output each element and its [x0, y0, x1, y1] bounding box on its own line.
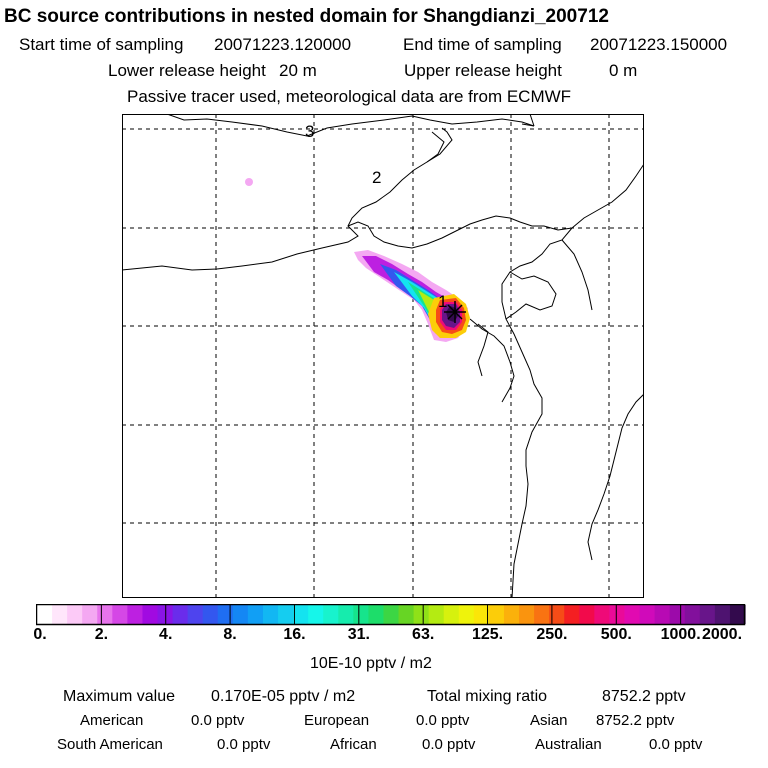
colorbar-tick-label: 1000.: [660, 626, 701, 643]
map-background: [122, 114, 644, 598]
australian-label: Australian: [535, 736, 602, 753]
colorbar-cell: [639, 605, 656, 624]
colorbar-cell: [262, 605, 279, 624]
colorbar-cell: [413, 605, 430, 624]
colorbar-cell: [654, 605, 671, 624]
coastlines-borders: [122, 114, 644, 598]
colorbar-cell: [729, 605, 746, 624]
colorbar-cell: [443, 605, 460, 624]
upper-height-label: Upper release height: [404, 61, 562, 80]
african-label: African: [330, 736, 377, 753]
colorbar-tick-label: 2000.: [701, 626, 743, 643]
tracer-plume: [245, 178, 470, 342]
total-mixing-value: 8752.2 pptv: [602, 688, 686, 705]
colorbar-cell: [232, 605, 249, 624]
colorbar-cell: [187, 605, 204, 624]
colorbar-cell: [37, 605, 53, 624]
australian-value: 0.0 pptv: [649, 736, 703, 753]
colorbar-cell: [714, 605, 731, 624]
colorbar-tick-label: 0.: [33, 626, 47, 643]
colorbar-tick-label: 250.: [536, 626, 568, 643]
colorbar-cell: [82, 605, 98, 624]
colorbar-cell: [127, 605, 144, 624]
colorbar-cell: [383, 605, 400, 624]
colorbar-cell: [247, 605, 264, 624]
colorbar-units: 10E-10 pptv / m2: [310, 655, 432, 672]
colorbar-tick-label: 4.: [159, 626, 173, 643]
colorbar-cell: [112, 605, 128, 624]
colorbar-frame: [36, 604, 746, 626]
colorbar-tick-label: 63.: [412, 626, 435, 643]
colorbar-cell: [142, 605, 159, 624]
start-time-value: 20071223.120000: [214, 35, 352, 54]
colorbar-cell: [564, 605, 580, 624]
colorbar-cell: [293, 605, 309, 624]
colorbar-tick-label: 16.: [283, 626, 306, 643]
colorbar-cell: [549, 605, 565, 624]
colorbar-cell: [609, 605, 626, 624]
european-value: 0.0 pptv: [416, 712, 470, 729]
max-value-label: Maximum value: [63, 688, 176, 705]
map-frame: [122, 114, 644, 598]
colorbar-tick-label: 125.: [471, 626, 504, 643]
total-mixing-label: Total mixing ratio: [427, 688, 548, 705]
max-value: 0.170E-05 pptv / m2: [211, 688, 356, 705]
colorbar-cell: [473, 605, 490, 624]
colorbar-cell: [217, 605, 234, 624]
start-time-label: Start time of sampling: [19, 35, 184, 54]
marker-2: 2: [372, 168, 381, 187]
tracer-note: Passive tracer used, meteorological data…: [127, 87, 572, 106]
colorbar-cell: [172, 605, 189, 624]
colorbar-cell: [428, 605, 445, 624]
colorbar-cell: [458, 605, 475, 624]
lower-height-value: 20 m: [279, 61, 317, 80]
colorbar-cell: [503, 605, 520, 624]
map-panel: 3 2 1: [122, 114, 644, 598]
colorbar-cell: [669, 605, 686, 624]
end-time-label: End time of sampling: [403, 35, 562, 54]
colorbar-cell: [278, 605, 294, 624]
colorbar-cell: [398, 605, 415, 624]
colorbar-cell: [579, 605, 595, 624]
plot-title: BC source contributions in nested domain…: [4, 6, 609, 27]
asian-label: Asian: [530, 712, 568, 729]
colorbar-cell: [323, 605, 339, 624]
colorbar-cell: [368, 605, 385, 624]
receptor-marker: [444, 301, 466, 323]
colorbar-cell: [684, 605, 701, 624]
african-value: 0.0 pptv: [422, 736, 476, 753]
end-time-value: 20071223.150000: [590, 35, 728, 54]
colorbar-cell: [519, 605, 535, 624]
european-label: European: [304, 712, 370, 729]
colorbar-tick-label: 2.: [94, 626, 109, 643]
isolated-plume-patch: [245, 178, 253, 186]
colorbar: [36, 604, 746, 626]
colorbar-cell: [52, 605, 68, 624]
colorbar-cell: [338, 605, 354, 624]
american-label: American: [80, 712, 144, 729]
colorbar-cell: [594, 605, 611, 624]
american-value: 0.0 pptv: [191, 712, 245, 729]
colorbar-cell: [353, 605, 370, 624]
colorbar-cell: [97, 605, 113, 624]
colorbar-cell: [624, 605, 641, 624]
asian-value: 8752.2 pptv: [596, 712, 675, 729]
lower-height-label: Lower release height: [108, 61, 266, 80]
colorbar-tick-label: 500.: [600, 626, 632, 643]
upper-height-value: 0 m: [609, 61, 638, 80]
colorbar-cell: [308, 605, 324, 624]
south-american-label: South American: [57, 736, 163, 753]
colorbar-cell: [488, 605, 505, 624]
lat-lon-grid: [122, 114, 644, 598]
colorbar-tick-label: 8.: [223, 626, 237, 643]
marker-3: 3: [305, 122, 314, 141]
colorbar-cell: [534, 605, 550, 624]
colorbar-cell: [202, 605, 219, 624]
colorbar-tick-label: 31.: [347, 626, 370, 643]
south-american-value: 0.0 pptv: [217, 736, 271, 753]
colorbar-cell: [699, 605, 716, 624]
marker-1: 1: [438, 292, 447, 311]
colorbar-cell: [67, 605, 83, 624]
